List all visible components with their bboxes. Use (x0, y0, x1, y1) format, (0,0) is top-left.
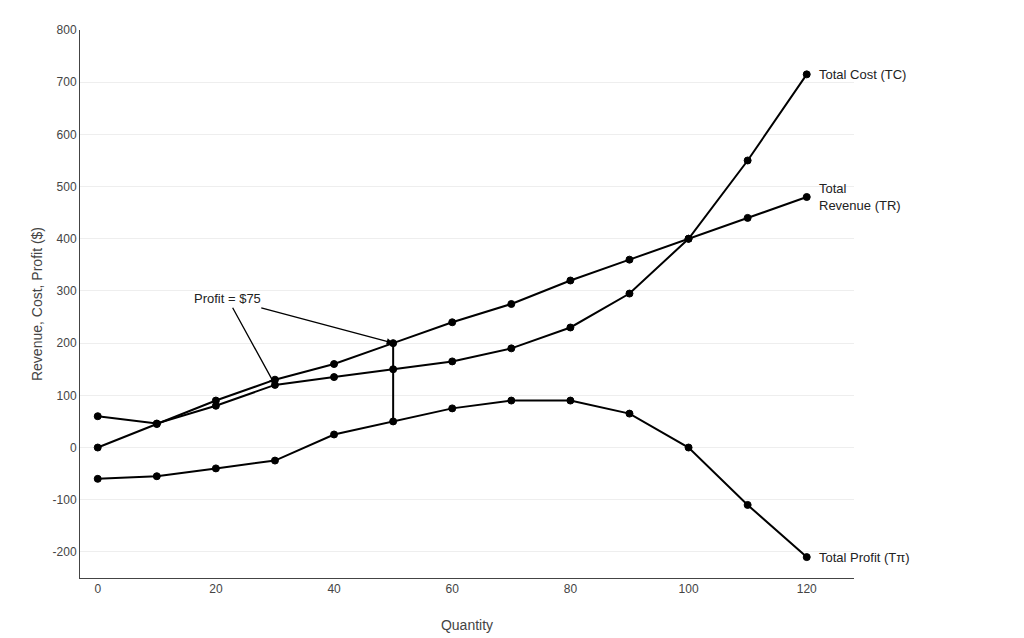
svg-text:Total Cost (TC): Total Cost (TC) (819, 67, 906, 82)
svg-text:80: 80 (564, 582, 578, 596)
svg-text:0: 0 (70, 441, 77, 455)
svg-text:Profit = $75: Profit = $75 (194, 291, 261, 306)
svg-text:60: 60 (446, 582, 460, 596)
svg-text:400: 400 (57, 232, 77, 246)
svg-text:40: 40 (327, 582, 341, 596)
svg-text:20: 20 (209, 582, 223, 596)
svg-text:800: 800 (57, 23, 77, 37)
svg-text:Quantity: Quantity (441, 617, 493, 633)
svg-text:Total Profit (Tπ): Total Profit (Tπ) (819, 550, 910, 565)
svg-text:100: 100 (679, 582, 699, 596)
svg-text:100: 100 (57, 389, 77, 403)
svg-text:-200: -200 (53, 545, 77, 559)
svg-text:200: 200 (57, 336, 77, 350)
svg-text:0: 0 (94, 582, 101, 596)
svg-text:500: 500 (57, 180, 77, 194)
svg-text:Revenue, Cost, Profit ($): Revenue, Cost, Profit ($) (29, 227, 45, 381)
svg-text:-100: -100 (53, 493, 77, 507)
svg-text:120: 120 (797, 582, 817, 596)
svg-text:600: 600 (57, 128, 77, 142)
svg-text:TotalRevenue (TR): TotalRevenue (TR) (819, 181, 901, 213)
svg-text:300: 300 (57, 284, 77, 298)
svg-text:Profit = $75: Profit = $75 (194, 291, 261, 306)
svg-text:700: 700 (57, 75, 77, 89)
